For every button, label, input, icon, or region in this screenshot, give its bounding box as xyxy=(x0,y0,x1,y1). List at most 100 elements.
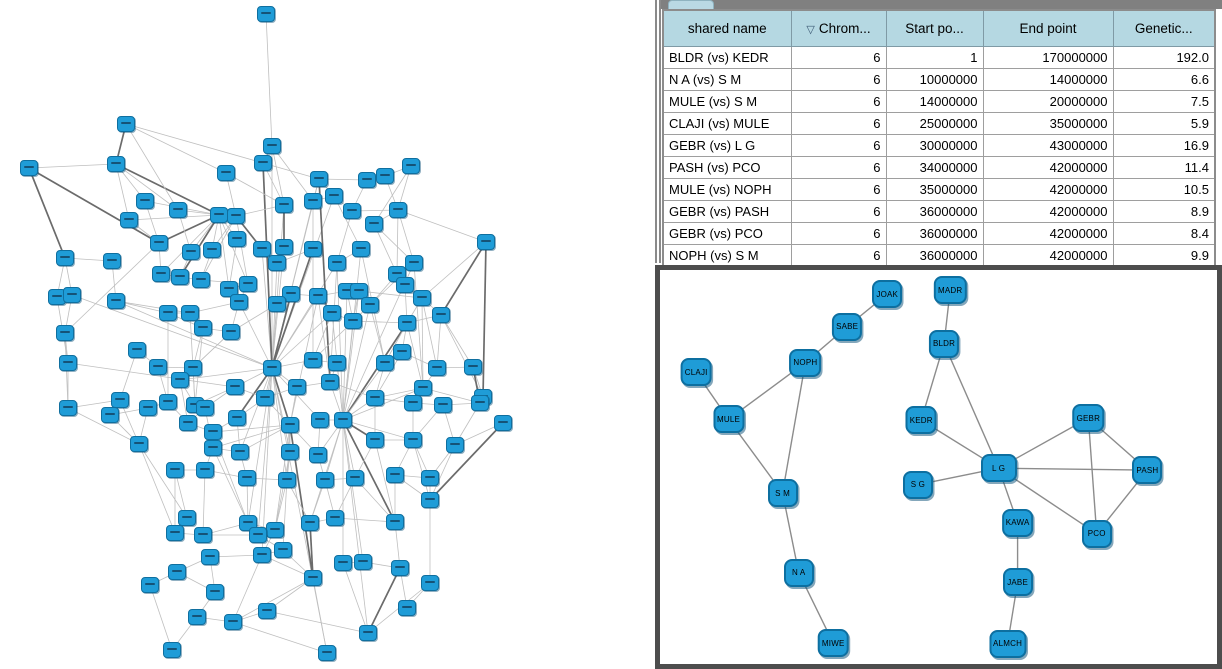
network-node[interactable] xyxy=(361,297,379,313)
cell-value[interactable]: 10000000 xyxy=(885,68,984,91)
cell-value[interactable]: 170000000 xyxy=(982,46,1114,69)
network-node[interactable] xyxy=(103,253,121,269)
cell-shared-name[interactable]: BLDR (vs) KEDR xyxy=(662,46,792,69)
network-node[interactable] xyxy=(386,514,404,530)
table-row[interactable]: N A (vs) S M 6 10000000 14000000 6.6 xyxy=(662,68,1216,91)
network-node[interactable] xyxy=(376,168,394,184)
network-node[interactable] xyxy=(59,400,77,416)
network-node[interactable] xyxy=(220,281,238,297)
cell-shared-name[interactable]: GEBR (vs) PASH xyxy=(662,200,792,223)
network-node[interactable] xyxy=(402,158,420,174)
network-node[interactable] xyxy=(350,283,368,299)
node-ALMCH[interactable]: ALMCH xyxy=(989,629,1027,658)
network-node[interactable] xyxy=(434,397,452,413)
cell-value[interactable]: 7.5 xyxy=(1112,90,1216,113)
network-node[interactable] xyxy=(159,394,177,410)
cell-value[interactable]: 6 xyxy=(790,200,887,223)
network-node[interactable] xyxy=(421,492,439,508)
network-node[interactable] xyxy=(391,560,409,576)
network-node[interactable] xyxy=(366,432,384,448)
network-node[interactable] xyxy=(201,549,219,565)
network-node[interactable] xyxy=(266,522,284,538)
network-node[interactable] xyxy=(238,470,256,486)
network-node[interactable] xyxy=(258,603,276,619)
network-node[interactable] xyxy=(328,255,346,271)
network-node[interactable] xyxy=(428,360,446,376)
network-node[interactable] xyxy=(282,286,300,302)
network-node[interactable] xyxy=(334,412,352,428)
network-node[interactable] xyxy=(263,360,281,376)
cell-value[interactable]: 20000000 xyxy=(982,90,1114,113)
cell-shared-name[interactable]: NOPH (vs) S M xyxy=(662,244,792,268)
network-node[interactable] xyxy=(128,342,146,358)
cell-value[interactable]: 25000000 xyxy=(885,112,984,135)
network-node[interactable] xyxy=(188,609,206,625)
network-node[interactable] xyxy=(413,290,431,306)
network-node[interactable] xyxy=(393,344,411,360)
node-MULE[interactable]: MULE xyxy=(712,405,745,434)
network-node[interactable] xyxy=(304,241,322,257)
cell-shared-name[interactable]: GEBR (vs) L G xyxy=(662,134,792,157)
node-JABE[interactable]: JABE xyxy=(1002,568,1033,597)
network-node[interactable] xyxy=(179,415,197,431)
table-row[interactable]: MULE (vs) NOPH 6 35000000 42000000 10.5 xyxy=(662,178,1216,201)
network-node[interactable] xyxy=(304,570,322,586)
network-node[interactable] xyxy=(150,235,168,251)
network-node[interactable] xyxy=(194,320,212,336)
cell-value[interactable]: 6 xyxy=(790,46,887,69)
network-node[interactable] xyxy=(396,277,414,293)
network-node[interactable] xyxy=(149,359,167,375)
network-node[interactable] xyxy=(275,239,293,255)
cell-value[interactable]: 36000000 xyxy=(885,244,984,268)
network-node[interactable] xyxy=(230,294,248,310)
network-node[interactable] xyxy=(56,250,74,266)
network-node[interactable] xyxy=(344,313,362,329)
column-header-chrom[interactable]: ▽ Chrom... xyxy=(790,9,887,47)
network-node[interactable] xyxy=(316,472,334,488)
network-node[interactable] xyxy=(56,325,74,341)
cell-value[interactable]: 35000000 xyxy=(982,112,1114,135)
network-node[interactable] xyxy=(288,379,306,395)
sub-network-view[interactable]: JOAK MADR SABE BLDR NOPH CLAJI MULE KEDR GEBR L G… xyxy=(660,270,1217,664)
cell-value[interactable]: 35000000 xyxy=(885,178,984,201)
network-node[interactable] xyxy=(256,390,274,406)
network-node[interactable] xyxy=(130,436,148,452)
network-node[interactable] xyxy=(203,242,221,258)
network-node[interactable] xyxy=(59,355,77,371)
network-node[interactable] xyxy=(346,470,364,486)
network-node[interactable] xyxy=(432,307,450,323)
node-SM[interactable]: S M xyxy=(767,479,798,507)
column-header-endpoint[interactable]: End point xyxy=(982,9,1114,47)
network-node[interactable] xyxy=(365,216,383,232)
cell-value[interactable]: 34000000 xyxy=(885,156,984,179)
network-node[interactable] xyxy=(352,241,370,257)
cell-shared-name[interactable]: MULE (vs) NOPH xyxy=(662,178,792,201)
network-node[interactable] xyxy=(249,527,267,543)
network-node[interactable] xyxy=(398,600,416,616)
network-node[interactable] xyxy=(171,372,189,388)
network-node[interactable] xyxy=(421,575,439,591)
network-node[interactable] xyxy=(376,355,394,371)
cell-value[interactable]: 1 xyxy=(885,46,984,69)
network-node[interactable] xyxy=(107,156,125,172)
cell-value[interactable]: 6 xyxy=(790,112,887,135)
network-node[interactable] xyxy=(398,315,416,331)
network-node[interactable] xyxy=(263,138,281,154)
network-node[interactable] xyxy=(139,400,157,416)
network-node[interactable] xyxy=(257,6,275,22)
filter-icon[interactable]: ▽ xyxy=(806,24,815,36)
network-node[interactable] xyxy=(141,577,159,593)
network-node[interactable] xyxy=(194,527,212,543)
cell-value[interactable]: 16.9 xyxy=(1112,134,1216,157)
cell-value[interactable]: 192.0 xyxy=(1112,46,1216,69)
network-node[interactable] xyxy=(323,305,341,321)
network-node[interactable] xyxy=(107,293,125,309)
cell-shared-name[interactable]: CLAJI (vs) MULE xyxy=(662,112,792,135)
cell-value[interactable]: 11.4 xyxy=(1112,156,1216,179)
cell-value[interactable]: 8.4 xyxy=(1112,222,1216,245)
network-node[interactable] xyxy=(184,360,202,376)
cell-value[interactable]: 10.5 xyxy=(1112,178,1216,201)
network-node[interactable] xyxy=(181,305,199,321)
network-node[interactable] xyxy=(20,160,38,176)
cell-value[interactable]: 6 xyxy=(790,178,887,201)
